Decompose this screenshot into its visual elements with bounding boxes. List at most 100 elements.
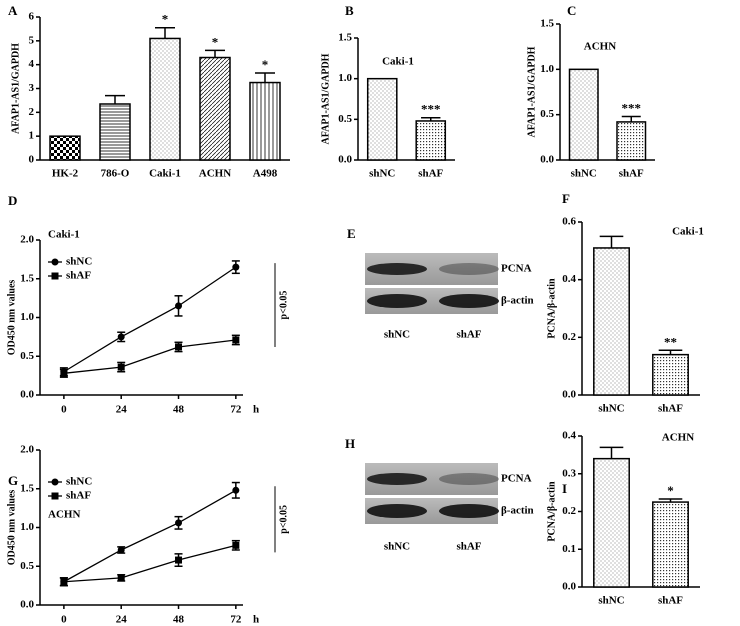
- significance: *: [162, 12, 169, 27]
- x-tick-label: 24: [116, 404, 128, 416]
- bar: [616, 121, 647, 161]
- legend-entry: shAF: [48, 490, 91, 502]
- y-tick-label: 0.5: [338, 113, 352, 125]
- y-tick-label: 1: [29, 130, 35, 142]
- y-tick-label: 0.5: [20, 350, 34, 362]
- y-tick-label: 6: [29, 11, 35, 23]
- blot-band: [367, 473, 427, 485]
- panel-letter: I: [562, 481, 567, 496]
- series-line: [63, 339, 236, 374]
- series-line: [63, 266, 237, 373]
- significance: *: [212, 34, 219, 49]
- panel-letter: B: [345, 3, 354, 18]
- y-tick-label: 0.6: [562, 216, 576, 228]
- marker: [117, 574, 125, 582]
- panel-title: Caki-1: [672, 226, 704, 238]
- y-tick-label: 2.0: [20, 444, 34, 456]
- panel-title: Caki-1: [48, 229, 80, 241]
- x-tick-label: shNC: [369, 168, 395, 180]
- error-bar: [105, 94, 125, 104]
- blot-band: [439, 504, 499, 518]
- y-tick-label: 0.0: [338, 154, 352, 166]
- y-tick-label: 0.3: [562, 467, 576, 479]
- marker: [232, 486, 240, 494]
- y-tick-label: 1.5: [540, 18, 554, 30]
- y-tick-label: 1.0: [338, 72, 352, 84]
- error-bar: [658, 498, 683, 503]
- panel-title: ACHN: [584, 41, 616, 53]
- panel-title: ACHN: [662, 432, 694, 444]
- bar: [652, 501, 689, 588]
- y-tick-label: 0.5: [540, 108, 554, 120]
- x-tick-label: shNC: [598, 595, 624, 607]
- marker: [60, 369, 68, 377]
- x-tick-label: shAF: [619, 168, 644, 180]
- x-tick-label: HK-2: [52, 168, 79, 180]
- panel-letter: C: [567, 3, 576, 18]
- error-bar: [658, 349, 683, 355]
- marker: [51, 258, 59, 266]
- error-bar: [599, 446, 624, 459]
- y-tick-label: 0.5: [20, 560, 34, 572]
- y-tick-label: 1.5: [20, 272, 34, 284]
- bar: [199, 56, 231, 161]
- x-tick-label: shAF: [418, 168, 443, 180]
- bar: [652, 353, 689, 396]
- panel-title: ACHN: [48, 509, 80, 521]
- significance: ***: [622, 100, 642, 115]
- marker: [60, 578, 68, 586]
- legend-label: shAF: [66, 490, 91, 502]
- error-bar: [621, 115, 641, 122]
- x-tick-label: 24: [116, 614, 128, 626]
- bar: [249, 81, 281, 161]
- legend-entry: shNC: [48, 256, 92, 268]
- bar: [415, 120, 447, 161]
- marker: [175, 556, 183, 564]
- marker: [175, 302, 183, 310]
- panel-letter: D: [8, 193, 17, 208]
- y-tick-label: 0.1: [562, 543, 576, 555]
- marker: [51, 478, 59, 486]
- x-tick-label: 786-O: [101, 168, 130, 180]
- y-tick-label: 2.0: [20, 234, 34, 246]
- y-tick-label: 1.5: [20, 482, 34, 494]
- error-bar: [205, 49, 225, 58]
- x-tick-label: shNC: [571, 168, 597, 180]
- blot-band: [367, 263, 427, 275]
- error-bar: [599, 235, 624, 248]
- marker: [232, 336, 240, 344]
- marker: [232, 263, 240, 271]
- y-tick-label: 0.0: [540, 154, 554, 166]
- x-tick-label: 72: [230, 614, 242, 626]
- y-axis-label: AFAP1-AS1/GAPDH: [10, 43, 21, 134]
- protein-label: β-actin: [501, 295, 534, 307]
- bar: [593, 457, 630, 588]
- y-tick-label: 1.0: [540, 63, 554, 75]
- significance: **: [664, 334, 677, 349]
- lane-label: shNC: [384, 541, 410, 553]
- marker: [117, 363, 125, 371]
- legend-entry: shNC: [48, 476, 92, 488]
- y-tick-label: 0.0: [562, 581, 576, 593]
- bar: [568, 68, 599, 161]
- marker: [175, 343, 183, 351]
- significance: *: [667, 483, 674, 498]
- panel-letter: G: [8, 473, 18, 488]
- y-axis-label: AFAP1-AS1/GAPDH: [320, 53, 331, 144]
- x-axis-label: h: [253, 404, 259, 416]
- panel-letter: E: [347, 226, 356, 241]
- y-tick-label: 0.4: [562, 273, 576, 285]
- y-tick-label: 1.0: [20, 311, 34, 323]
- significance: p<0.05: [278, 505, 289, 534]
- error-bar: [155, 26, 175, 39]
- blot-band: [367, 504, 427, 518]
- blot-band: [439, 294, 499, 308]
- x-axis-label: h: [253, 614, 259, 626]
- series-line: [63, 544, 236, 583]
- x-tick-label: shAF: [658, 403, 683, 415]
- legend-label: shNC: [66, 256, 92, 268]
- marker: [232, 541, 240, 549]
- marker: [117, 546, 125, 554]
- panel-letter: F: [562, 191, 570, 206]
- y-tick-label: 0.4: [562, 430, 576, 442]
